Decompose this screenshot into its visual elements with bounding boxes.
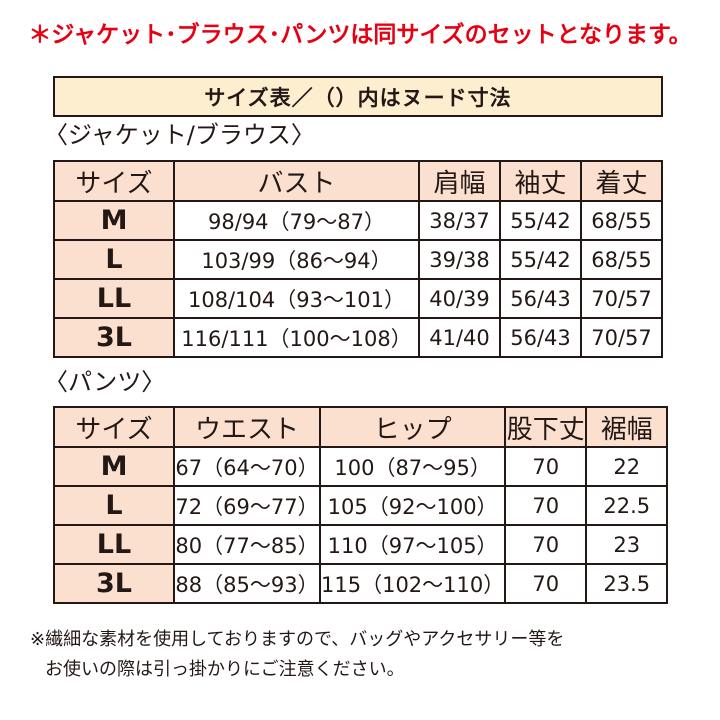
shoulder-width-value: 39/38	[418, 239, 501, 280]
sleeve-length-value: 56/43	[499, 278, 582, 319]
shoulder-width-value: 41/40	[418, 317, 501, 358]
table-row: L 72（69～77） 105（92～100） 70 22.5	[53, 485, 669, 526]
pants-size-table: サイズ ウエスト ヒップ 股下丈 裾幅 M 67（64～70） 100（87～9…	[53, 406, 669, 604]
table-row: LL 108/104（93～101） 40/39 56/43 70/57	[53, 278, 663, 319]
table-header-row: サイズ バスト 肩幅 袖丈 着丈	[53, 160, 663, 202]
set-size-notice: ＊ジャケット･ブラウス･パンツは同サイズのセットとなります。	[28, 22, 692, 48]
bust-value: 116/111（100～108）	[173, 317, 420, 358]
bust-value: 98/94（79～87）	[173, 200, 420, 241]
header-hip: ヒップ	[318, 406, 507, 448]
header-size: サイズ	[53, 160, 175, 202]
total-length-value: 68/55	[580, 239, 663, 280]
footnote-line-1: ※繊細な素材を使用しておりますので、バッグやアクセサリー等を	[30, 629, 565, 650]
hip-value: 115（102～110）	[318, 563, 507, 604]
size-label: L	[53, 485, 175, 526]
total-length-value: 68/55	[580, 200, 663, 241]
hip-value: 105（92～100）	[318, 485, 507, 526]
inseam-value: 70	[504, 446, 588, 487]
hem-width-value: 22.5	[585, 485, 669, 526]
table-row: LL 80（77～85） 110（97～105） 70 23	[53, 524, 669, 565]
header-waist: ウエスト	[173, 406, 321, 448]
table-row: M 67（64～70） 100（87～95） 70 22	[53, 446, 669, 487]
header-size: サイズ	[53, 406, 175, 448]
care-footnote: ※繊細な素材を使用しておりますので、バッグやアクセサリー等を お使いの際は引っ掛…	[30, 625, 700, 685]
table-row: M 98/94（79～87） 38/37 55/42 68/55	[53, 200, 663, 241]
hem-width-value: 23	[585, 524, 669, 565]
header-total-length: 着丈	[580, 160, 663, 202]
header-shoulder-width: 肩幅	[418, 160, 501, 202]
footnote-line-2: お使いの際は引っ掛かりにご注意ください。	[45, 659, 405, 680]
size-label: 3L	[53, 563, 175, 604]
hip-value: 100（87～95）	[318, 446, 507, 487]
table-row: 3L 88（85～93） 115（102～110） 70 23.5	[53, 563, 669, 604]
size-label: LL	[53, 278, 175, 319]
hem-width-value: 23.5	[585, 563, 669, 604]
waist-value: 88（85～93）	[173, 563, 321, 604]
waist-value: 72（69～77）	[173, 485, 321, 526]
header-bust: バスト	[173, 160, 420, 202]
size-label: 3L	[53, 317, 175, 358]
size-label: M	[53, 200, 175, 241]
table-row: 3L 116/111（100～108） 41/40 56/43 70/57	[53, 317, 663, 358]
waist-value: 80（77～85）	[173, 524, 321, 565]
bust-value: 103/99（86～94）	[173, 239, 420, 280]
bust-value: 108/104（93～101）	[173, 278, 420, 319]
jacket-blouse-section-label: 〈ジャケット/ブラウス〉	[44, 121, 315, 149]
table-header-row: サイズ ウエスト ヒップ 股下丈 裾幅	[53, 406, 669, 448]
shoulder-width-value: 38/37	[418, 200, 501, 241]
size-label: M	[53, 446, 175, 487]
sleeve-length-value: 55/42	[499, 200, 582, 241]
hip-value: 110（97～105）	[318, 524, 507, 565]
header-inseam: 股下丈	[504, 406, 588, 448]
sleeve-length-value: 55/42	[499, 239, 582, 280]
inseam-value: 70	[504, 563, 588, 604]
inseam-value: 70	[504, 524, 588, 565]
pants-section-label: 〈パンツ〉	[44, 368, 166, 396]
inseam-value: 70	[504, 485, 588, 526]
jacket-blouse-size-table: サイズ バスト 肩幅 袖丈 着丈 M 98/94（79～87） 38/37 55…	[53, 160, 663, 358]
table-row: L 103/99（86～94） 39/38 55/42 68/55	[53, 239, 663, 280]
total-length-value: 70/57	[580, 278, 663, 319]
hem-width-value: 22	[585, 446, 669, 487]
header-sleeve-length: 袖丈	[499, 160, 582, 202]
total-length-value: 70/57	[580, 317, 663, 358]
sleeve-length-value: 56/43	[499, 317, 582, 358]
shoulder-width-value: 40/39	[418, 278, 501, 319]
header-hem-width: 裾幅	[585, 406, 669, 448]
waist-value: 67（64～70）	[173, 446, 321, 487]
size-label: L	[53, 239, 175, 280]
size-chart-title: サイズ表／（）内はヌード寸法	[53, 76, 663, 117]
size-label: LL	[53, 524, 175, 565]
